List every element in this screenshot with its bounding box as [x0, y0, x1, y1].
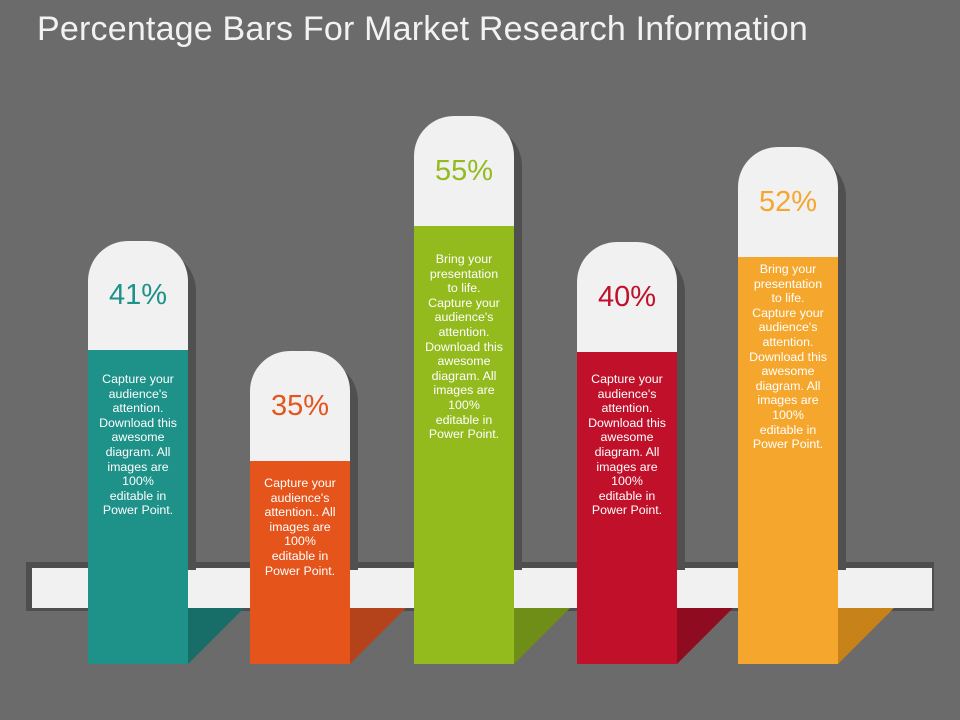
- bar-body: Capture your audience's attention. Downl…: [88, 350, 188, 664]
- bar-fold: [514, 608, 570, 664]
- bar-cap: 40%: [577, 242, 677, 352]
- percentage-label: 55%: [434, 154, 494, 187]
- percentage-bar: 35% Capture your audience's attention.. A…: [250, 351, 350, 664]
- percentage-label: 35%: [270, 389, 330, 422]
- bar-fold: [188, 608, 244, 664]
- page-title: Percentage Bars For Market Research Info…: [37, 10, 808, 48]
- percentage-bar: 52% Bring your presentation to life. Capt…: [738, 147, 838, 664]
- percentage-bar: 40% Capture your audience's attention. Do…: [577, 242, 677, 664]
- bar-fold: [677, 608, 733, 664]
- bar-body: Bring your presentation to life. Capture…: [414, 226, 514, 664]
- bar-description: Bring your presentation to life. Capture…: [749, 262, 827, 452]
- percentage-label: 41%: [108, 279, 168, 311]
- percentage-label: 52%: [758, 185, 818, 218]
- bar-body: Bring your presentation to life. Capture…: [738, 257, 838, 664]
- bar-cap: 35%: [250, 351, 350, 461]
- bar-body: Capture your audience's attention.. All …: [250, 461, 350, 664]
- bar-fold: [838, 608, 894, 664]
- bar-description: Bring your presentation to life. Capture…: [425, 252, 503, 442]
- bar-cap: 52%: [738, 147, 838, 257]
- bar-cap: 41%: [88, 241, 188, 350]
- percentage-bar: 41% Capture your audience's attention. Do…: [88, 241, 188, 664]
- bar-description: Capture your audience's attention.. All …: [264, 476, 336, 578]
- bar-fold: [350, 608, 406, 664]
- bar-description: Capture your audience's attention. Downl…: [99, 372, 177, 518]
- bar-cap: 55%: [414, 116, 514, 226]
- percentage-bar: 55% Bring your presentation to life. Capt…: [414, 116, 514, 664]
- percentage-label: 40%: [597, 280, 657, 313]
- bar-body: Capture your audience's attention. Downl…: [577, 352, 677, 664]
- bar-description: Capture your audience's attention. Downl…: [588, 372, 666, 518]
